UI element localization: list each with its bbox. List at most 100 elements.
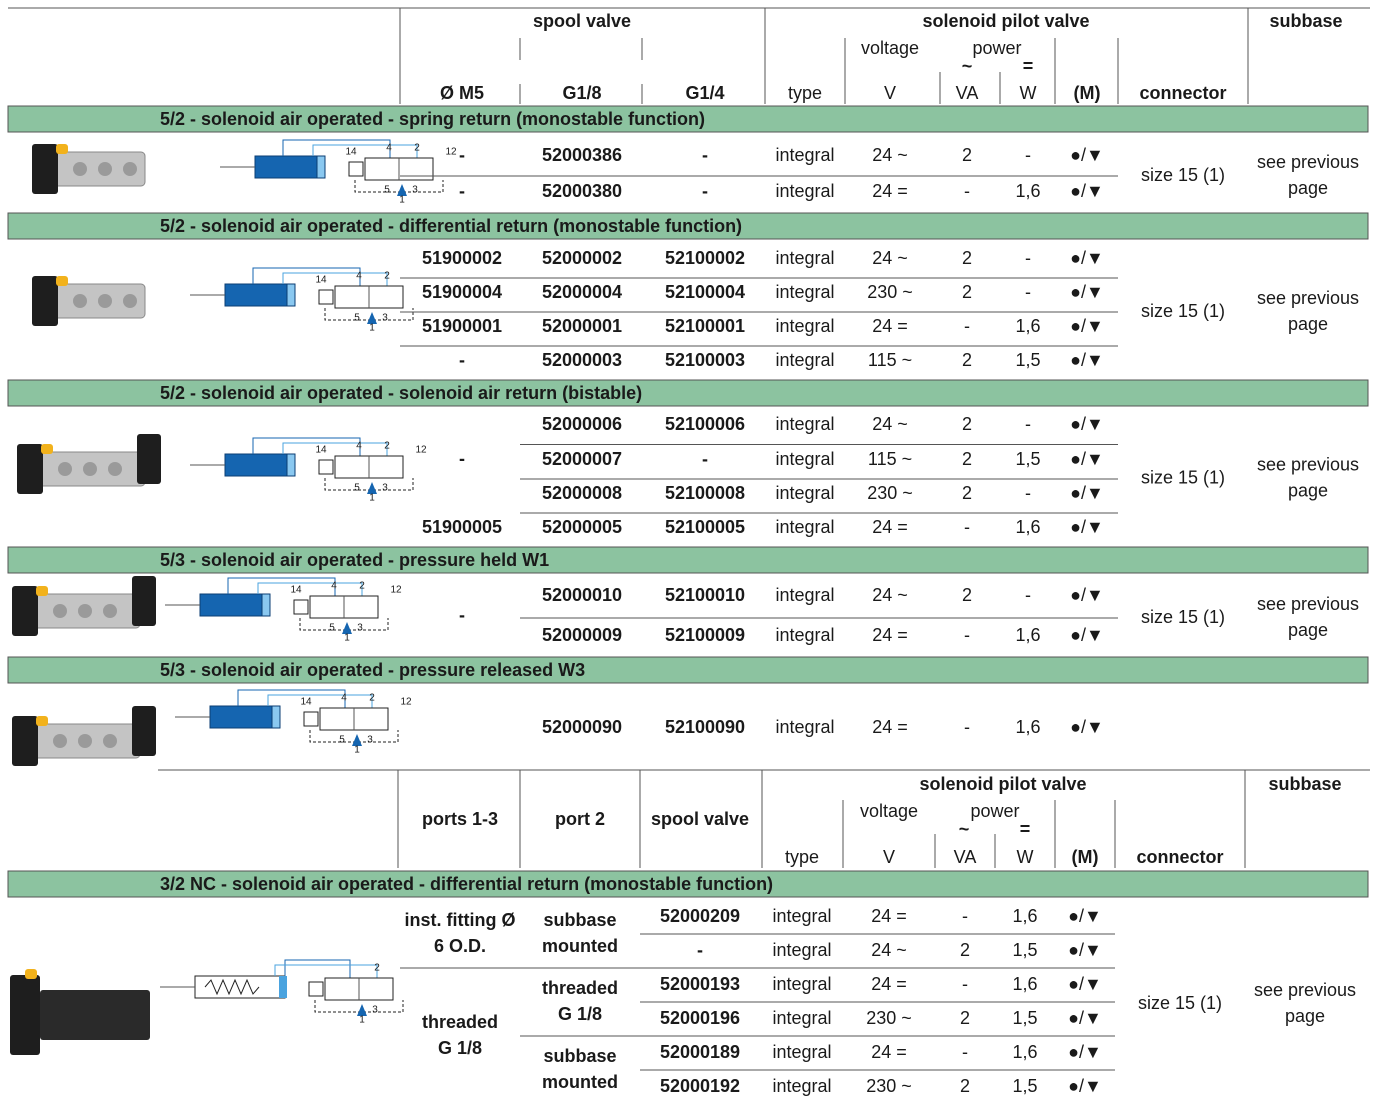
pneumatic-symbol: 14 4 2 12 5 31	[165, 577, 402, 644]
port-number: 12	[445, 147, 457, 158]
port	[108, 462, 122, 476]
port	[53, 734, 67, 748]
valve-photo	[12, 576, 156, 636]
cell-connector: size 15 (1)	[1141, 607, 1225, 627]
cell-m: ●/▼	[1068, 974, 1102, 994]
fitting	[36, 586, 48, 596]
air-line	[312, 144, 418, 158]
cell-m: ●/▼	[1070, 483, 1104, 503]
piston	[279, 976, 287, 998]
cell-type: integral	[775, 181, 834, 201]
cell-m: ●/▼	[1070, 517, 1104, 537]
air-line	[282, 442, 388, 456]
port-number: 4	[386, 143, 392, 154]
cell-m: ●/▼	[1068, 1042, 1102, 1062]
air-line	[227, 577, 336, 596]
port-number: 2	[369, 693, 375, 704]
pneumatic-symbol: 14 4 2 12 5 31	[175, 689, 412, 756]
header-label: ~	[959, 819, 970, 839]
cell-subbase: page	[1288, 620, 1328, 640]
solenoid	[132, 576, 156, 626]
supply-arrow	[342, 622, 352, 634]
spring	[204, 978, 260, 996]
header-label: (M)	[1072, 847, 1099, 867]
port-number: 1	[369, 323, 375, 334]
cell-connector: size 15 (1)	[1141, 468, 1225, 488]
header-label: port 2	[555, 809, 605, 829]
header-label: V	[884, 83, 896, 103]
supply-arrow	[367, 482, 377, 494]
port-number: 2	[359, 581, 365, 592]
pilot-line	[309, 730, 399, 743]
cell-voltage: 230 ~	[867, 282, 913, 302]
cylinder	[199, 593, 263, 617]
section-band	[7, 870, 1369, 898]
cell-voltage: 24 =	[871, 974, 907, 994]
pilot-line	[299, 618, 389, 631]
valve-photo	[10, 969, 150, 1055]
cell-port2: G 1/8	[558, 1004, 602, 1024]
cylinder	[194, 975, 286, 999]
cell-voltage: 24 =	[872, 625, 908, 645]
valve-photo	[32, 276, 146, 326]
cell-type: integral	[772, 974, 831, 994]
cell-voltage: 24 ~	[872, 585, 908, 605]
port	[78, 604, 92, 618]
pneumatic-symbol: 14 4 2 12 5 31	[220, 139, 457, 206]
solenoid	[137, 434, 161, 484]
cell-type: integral	[775, 350, 834, 370]
port-number: 14	[345, 147, 357, 158]
cell-w: 1,6	[1015, 517, 1040, 537]
header-label: connector	[1136, 847, 1223, 867]
solenoid	[132, 706, 156, 756]
cell-m: ●/▼	[1070, 282, 1104, 302]
section-title: 5/2 - solenoid air operated - spring ret…	[160, 109, 705, 129]
cell-type: integral	[775, 449, 834, 469]
air-line	[282, 139, 391, 158]
cell-m: ●/▼	[1070, 248, 1104, 268]
cell-va: -	[962, 906, 968, 926]
header-label: solenoid pilot valve	[919, 774, 1086, 794]
header-label: subbase	[1269, 11, 1342, 31]
cell-g18: 52000003	[542, 350, 622, 370]
pilot-line	[324, 478, 414, 491]
header-label: G1/8	[562, 83, 601, 103]
cell-m5: 51900004	[422, 282, 502, 302]
cylinder	[254, 155, 318, 179]
cell-type: integral	[772, 940, 831, 960]
cell-m: ●/▼	[1068, 1076, 1102, 1096]
cell-va: 2	[962, 414, 972, 434]
pilot-box	[348, 161, 364, 177]
cell-subbase: see previous	[1257, 288, 1359, 308]
header-label: voltage	[861, 38, 919, 58]
fitting	[25, 969, 37, 979]
cell-port2: subbase	[543, 1046, 616, 1066]
port-number: 3	[412, 185, 418, 196]
port-number: 3	[367, 735, 373, 746]
cell-w: 1,5	[1015, 449, 1040, 469]
cell-spool: 52000209	[660, 906, 740, 926]
cell-w: 1,5	[1012, 1076, 1037, 1096]
port	[123, 294, 137, 308]
cell-subbase: page	[1285, 1006, 1325, 1026]
valve-photo	[12, 706, 156, 766]
cell-m: ●/▼	[1068, 906, 1102, 926]
pilot-line	[324, 308, 414, 321]
pilot-box	[293, 599, 309, 615]
piston	[271, 705, 281, 729]
cell-type: integral	[775, 483, 834, 503]
solenoid	[32, 276, 58, 326]
cell-spool: 52000193	[660, 974, 740, 994]
port-number: 3	[382, 313, 388, 324]
cell-g14: 52100009	[665, 625, 745, 645]
pneumatic-symbol: 2 31	[160, 959, 404, 1026]
cell-m5: -	[459, 448, 465, 468]
section-band	[7, 379, 1369, 407]
cell-g18: 52000002	[542, 248, 622, 268]
cell-g14: 52100004	[665, 282, 745, 302]
cell-voltage: 24 ~	[872, 248, 908, 268]
cell-va: -	[964, 181, 970, 201]
cell-g18: 52000006	[542, 414, 622, 434]
cell-g14: 52100010	[665, 585, 745, 605]
